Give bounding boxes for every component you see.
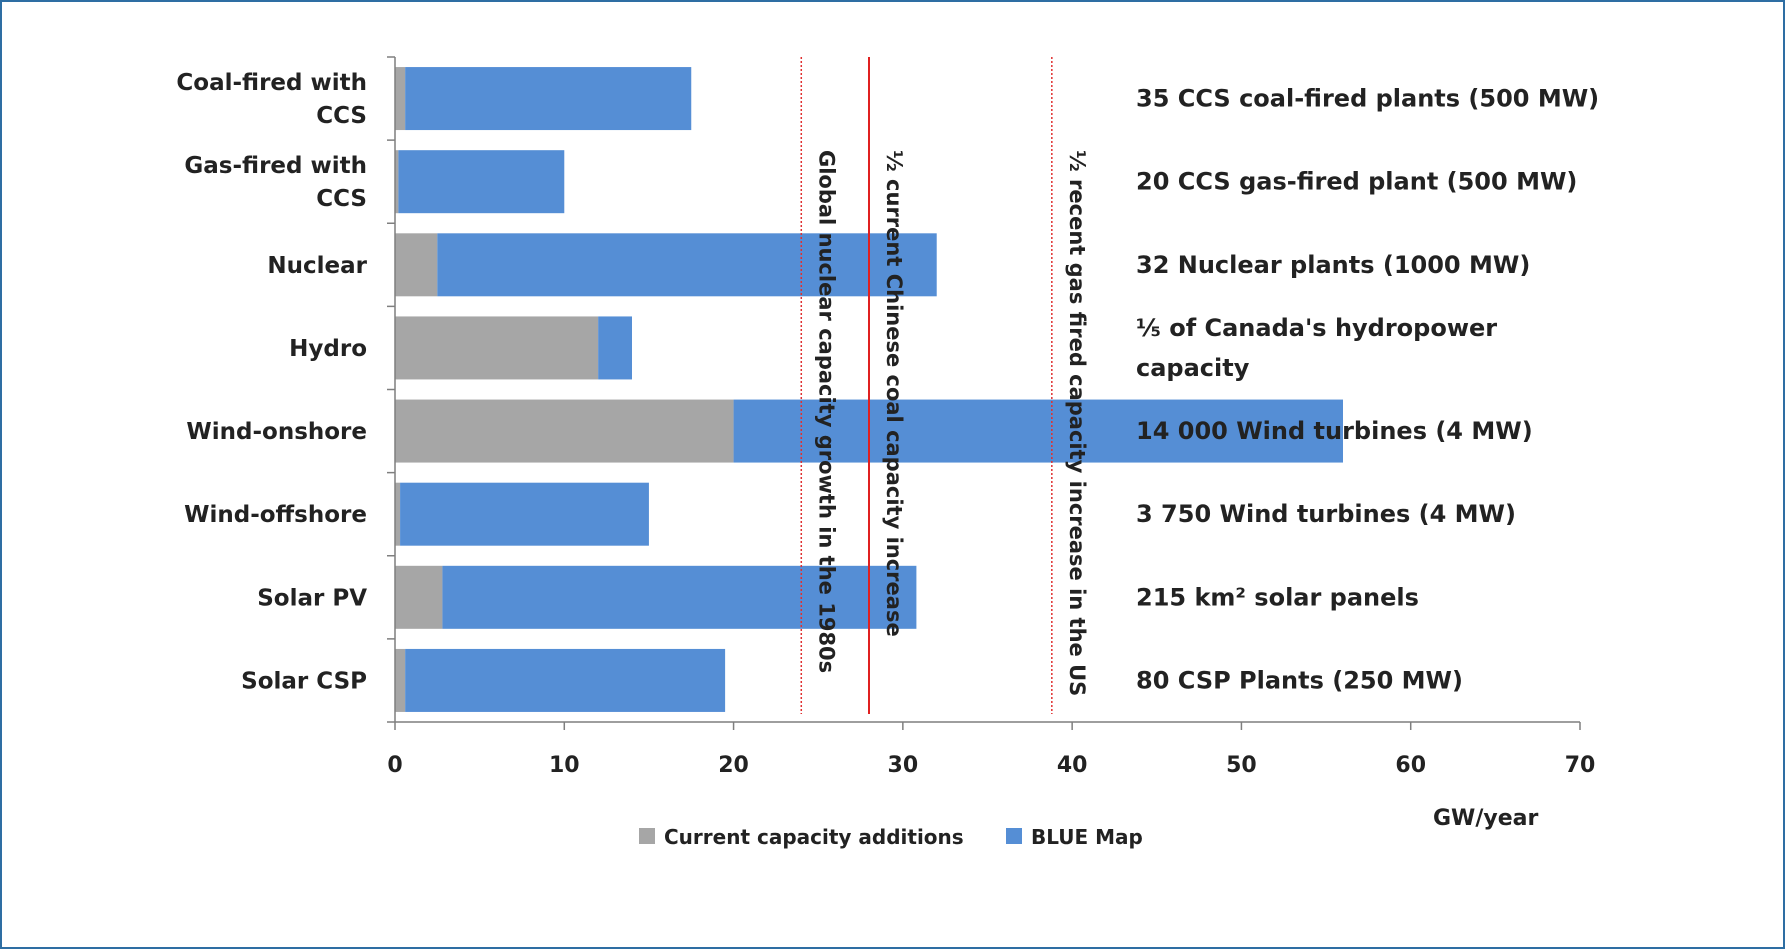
- category-label-7: Solar CSP: [241, 668, 367, 694]
- x-tick-label: 20: [718, 753, 749, 778]
- annotation-1: 20 CCS gas-fired plant (500 MW): [1136, 168, 1577, 196]
- bar-blue-map-5: [400, 482, 649, 546]
- bar-blue-map-0: [405, 67, 692, 131]
- category-label-0: CCS: [316, 103, 367, 129]
- category-label-5: Wind-offshore: [184, 502, 367, 528]
- x-tick-label: 60: [1395, 753, 1426, 778]
- x-tick-label: 70: [1565, 753, 1596, 778]
- category-label-4: Wind-onshore: [186, 419, 367, 445]
- annotation-5: 3 750 Wind turbines (4 MW): [1136, 500, 1516, 528]
- annotation-6: 215 km² solar panels: [1136, 583, 1419, 611]
- x-tick-label: 40: [1057, 753, 1088, 778]
- bar-current-7: [395, 648, 406, 712]
- annotation-2: 32 Nuclear plants (1000 MW): [1136, 251, 1530, 279]
- reference-line-label-2: ½ recent gas fired capacity increase in …: [1065, 150, 1089, 696]
- annotation-0: 35 CCS coal-fired plants (500 MW): [1136, 85, 1599, 113]
- x-axis-label: GW/year: [1433, 806, 1538, 831]
- bar-blue-map-4: [733, 399, 1343, 463]
- category-label-1: Gas-fired with: [184, 153, 367, 179]
- bar-blue-map-1: [398, 150, 565, 214]
- x-tick-label: 30: [888, 753, 919, 778]
- legend-swatch-current: [639, 828, 655, 844]
- bar-blue-map-7: [405, 648, 726, 712]
- bar-current-6: [395, 565, 443, 629]
- category-label-6: Solar PV: [257, 585, 367, 611]
- category-label-2: Nuclear: [267, 253, 367, 279]
- x-tick-label: 50: [1226, 753, 1257, 778]
- reference-lines-layer: Global nuclear capacity growth in the 19…: [800, 57, 1089, 714]
- annotation-3: ⅕ of Canada's hydropower: [1136, 314, 1497, 342]
- legend-label-current: Current capacity additions: [664, 825, 964, 849]
- bars-layer: [395, 67, 1343, 712]
- bar-current-2: [395, 233, 438, 297]
- bar-current-4: [395, 399, 734, 463]
- category-label-1: CCS: [316, 186, 367, 212]
- category-label-0: Coal-fired with: [176, 70, 367, 96]
- labels-layer: Coal-fired with CCS 35 CCS coal-fired plan…: [176, 70, 1599, 694]
- bar-current-0: [395, 67, 406, 131]
- legend-label-blue-map: BLUE Map: [1031, 825, 1143, 849]
- reference-line-label-0: Global nuclear capacity growth in the 19…: [814, 150, 838, 673]
- annotation-4: 14 000 Wind turbines (4 MW): [1136, 417, 1533, 445]
- annotation-3: capacity: [1136, 354, 1250, 382]
- bar-current-1: [395, 150, 399, 214]
- legend: Current capacity additions BLUE Map: [639, 825, 1143, 849]
- bar-blue-map-6: [442, 565, 917, 629]
- bar-blue-map-2: [437, 233, 937, 297]
- category-label-3: Hydro: [289, 336, 367, 362]
- reference-line-label-1: ½ current Chinese coal capacity increase: [882, 150, 906, 637]
- bar-current-3: [395, 316, 599, 380]
- bar-blue-map-3: [598, 316, 632, 380]
- x-tick-label: 0: [387, 753, 402, 778]
- axes-layer: 0 10 20 30 40 50 60 70: [387, 56, 1596, 778]
- x-tick-label: 10: [549, 753, 580, 778]
- annotation-7: 80 CSP Plants (250 MW): [1136, 666, 1463, 694]
- legend-swatch-blue-map: [1006, 828, 1022, 844]
- bar-current-5: [395, 482, 401, 546]
